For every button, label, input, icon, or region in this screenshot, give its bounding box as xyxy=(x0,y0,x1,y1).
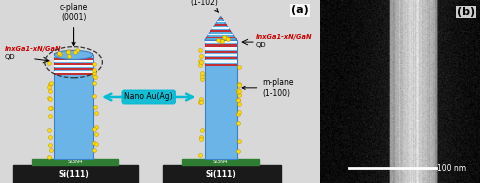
Text: r-plane
(1-102): r-plane (1-102) xyxy=(191,0,218,12)
Text: c-plane
(0001): c-plane (0001) xyxy=(60,3,87,45)
Bar xyxy=(212,27,228,29)
Bar xyxy=(210,30,231,32)
Text: (b): (b) xyxy=(456,7,474,17)
Bar xyxy=(218,18,222,19)
Bar xyxy=(163,165,281,183)
Bar xyxy=(204,41,236,44)
Bar xyxy=(204,64,236,66)
Bar xyxy=(208,33,233,35)
Text: InxGa1-xN/GaN: InxGa1-xN/GaN xyxy=(5,46,61,52)
Bar xyxy=(204,51,236,53)
Bar xyxy=(204,48,236,50)
Polygon shape xyxy=(204,16,236,40)
Bar xyxy=(214,24,227,26)
Bar xyxy=(13,165,137,183)
Text: Si(111): Si(111) xyxy=(205,170,236,179)
Bar xyxy=(54,55,93,159)
Text: n-GaN: n-GaN xyxy=(218,94,223,115)
Text: Si(111): Si(111) xyxy=(58,170,89,179)
Text: Si3N4: Si3N4 xyxy=(67,159,83,165)
Bar xyxy=(54,70,93,72)
Text: QD: QD xyxy=(255,42,266,48)
Text: m-plane
(1-100): m-plane (1-100) xyxy=(241,78,293,98)
Bar xyxy=(54,63,93,65)
Bar xyxy=(204,60,236,63)
Text: 100 nm: 100 nm xyxy=(437,164,466,173)
Text: InxGa1-xN/GaN: InxGa1-xN/GaN xyxy=(255,34,312,40)
Bar xyxy=(216,21,224,23)
Bar xyxy=(54,53,93,55)
Text: Nano Au(Ag): Nano Au(Ag) xyxy=(124,92,173,102)
Bar xyxy=(204,40,236,159)
Bar xyxy=(54,73,93,75)
Bar xyxy=(54,68,93,70)
Bar xyxy=(204,44,236,47)
Bar xyxy=(54,58,93,60)
Ellipse shape xyxy=(54,50,93,59)
Bar xyxy=(204,38,236,40)
Bar xyxy=(32,159,118,165)
Text: Si3N4: Si3N4 xyxy=(213,159,228,165)
Bar xyxy=(204,54,236,56)
Bar xyxy=(54,60,93,62)
Text: n-GaN: n-GaN xyxy=(71,99,76,121)
Text: QD: QD xyxy=(5,55,15,60)
Bar xyxy=(54,66,93,68)
Bar xyxy=(204,57,236,59)
Bar xyxy=(182,159,259,165)
Bar xyxy=(54,55,93,57)
Text: (a): (a) xyxy=(290,5,308,16)
Bar xyxy=(205,37,235,38)
